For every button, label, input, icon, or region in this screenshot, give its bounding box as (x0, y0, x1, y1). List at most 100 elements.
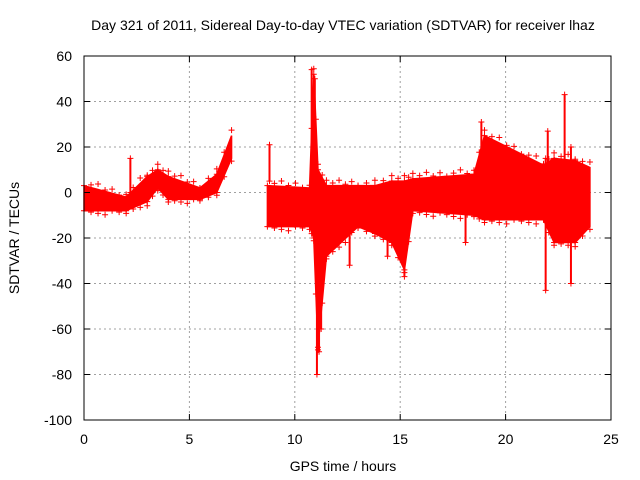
data-point (525, 219, 532, 226)
data-point (533, 153, 540, 160)
data-point (503, 220, 510, 227)
data-point (450, 213, 457, 220)
data-point (306, 223, 313, 230)
data-point (190, 196, 197, 203)
data-point (144, 198, 151, 205)
y-tick-label: -80 (52, 367, 72, 383)
data-point (551, 155, 558, 162)
data-point (518, 218, 525, 225)
data-point (409, 175, 416, 182)
data-point (221, 173, 228, 180)
data-point (488, 133, 495, 140)
data-point (416, 209, 423, 216)
data-point (342, 181, 349, 188)
data-point (171, 173, 178, 180)
x-tick-label: 20 (498, 431, 514, 447)
data-point (457, 166, 464, 173)
data-point (160, 167, 167, 174)
x-tick-label: 25 (603, 431, 619, 447)
data-point (388, 178, 395, 185)
data-point (579, 158, 586, 165)
data-point (319, 171, 326, 178)
data-point (165, 173, 172, 180)
x-tick-label: 10 (287, 431, 303, 447)
data-point (184, 200, 191, 207)
data-point (154, 161, 161, 168)
y-tick-label: -20 (52, 230, 72, 246)
y-tick-label: 20 (56, 139, 72, 155)
data-point (545, 229, 552, 236)
data-point (184, 179, 191, 186)
data-point (165, 168, 172, 175)
data-point (481, 216, 488, 223)
plot-area (84, 56, 611, 420)
data-point (544, 200, 551, 207)
data-point (205, 194, 212, 201)
data-point (423, 169, 430, 176)
data-point (462, 239, 469, 246)
data-point (160, 192, 167, 199)
data-point (271, 224, 278, 231)
data-point (388, 172, 395, 179)
data-point (481, 132, 488, 139)
data-series-lhaz (81, 65, 593, 378)
data-point (567, 144, 574, 150)
data-point (416, 172, 423, 179)
data-point (380, 177, 387, 184)
data-point (271, 180, 278, 187)
data-point (127, 189, 134, 196)
x-tick-label: 5 (186, 431, 194, 447)
data-point (102, 211, 109, 218)
data-point (102, 186, 109, 193)
y-tick-label: 0 (64, 185, 72, 201)
data-point (318, 326, 325, 332)
data-point (355, 182, 362, 189)
data-point (95, 181, 102, 188)
data-point (116, 209, 123, 216)
data-point (314, 161, 321, 168)
data-point (586, 226, 593, 233)
x-axis: 0 5 10 15 20 25 (80, 56, 619, 447)
data-point (88, 209, 95, 216)
data-point (371, 177, 378, 184)
data-point (380, 236, 387, 243)
data-point (342, 239, 349, 246)
data-point (154, 184, 161, 191)
data-point (572, 239, 579, 246)
data-point (443, 173, 450, 180)
data-point (137, 204, 144, 211)
data-point (481, 127, 488, 134)
data-point (561, 91, 568, 98)
data-point (579, 232, 586, 239)
data-point (533, 220, 540, 227)
data-point (144, 173, 151, 180)
data-point (130, 206, 137, 213)
data-point (313, 371, 320, 378)
data-point (395, 254, 402, 261)
data-point (503, 142, 510, 149)
y-tick-label: 40 (56, 94, 72, 110)
y-tick-label: 60 (56, 48, 72, 64)
x-tick-label: 15 (392, 431, 408, 447)
data-point (213, 171, 220, 178)
data-point (388, 239, 395, 246)
data-point (109, 207, 116, 214)
x-axis-label: GPS time / hours (290, 458, 397, 474)
data-point (292, 223, 299, 230)
data-point (213, 189, 220, 196)
data-point (567, 280, 574, 287)
data-point (88, 181, 95, 188)
data-point (278, 177, 285, 184)
data-point (470, 212, 477, 219)
data-point (488, 218, 495, 225)
data-point (109, 186, 116, 193)
data-point (346, 223, 353, 230)
data-point (310, 235, 317, 241)
data-point (318, 178, 325, 185)
data-point (401, 172, 408, 179)
data-point (443, 211, 450, 218)
data-point (395, 175, 402, 182)
data-point (437, 209, 444, 216)
data-point (558, 240, 565, 247)
